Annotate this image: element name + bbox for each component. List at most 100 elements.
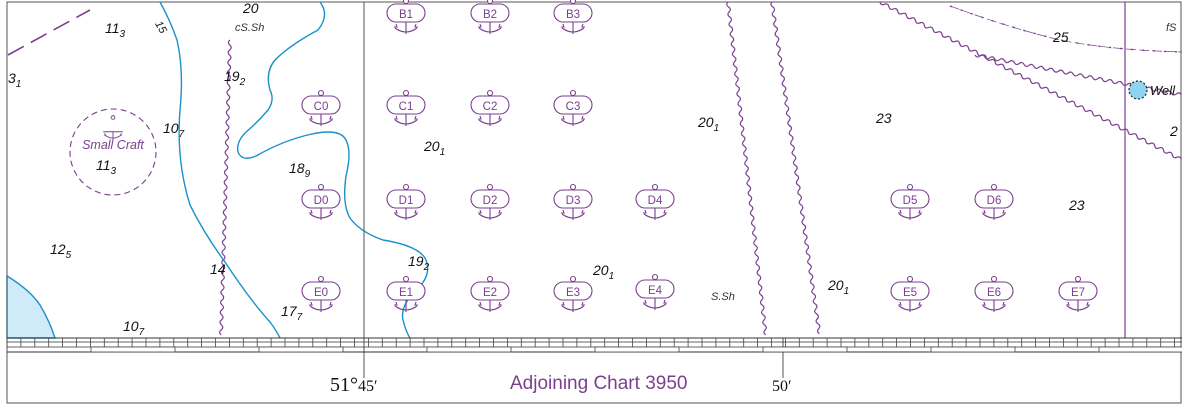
berth-label: D1 — [399, 195, 414, 207]
anchor-berth-d3: D3 — [553, 183, 593, 220]
anchor-ring — [317, 89, 325, 97]
anchor-ring — [317, 275, 325, 283]
anchor-ring — [569, 183, 577, 191]
berth-label: E7 — [1071, 287, 1085, 299]
anchor-icon — [394, 300, 418, 312]
dashed-limit-line — [7, 9, 91, 56]
berth-label: C2 — [483, 101, 498, 113]
anchor-icon — [561, 208, 585, 220]
sounding-15: 192 — [408, 253, 430, 273]
anchor-icon — [394, 22, 418, 34]
berth-label: D4 — [648, 195, 663, 207]
graduation-bar — [426, 346, 512, 353]
anchor-icon — [478, 300, 502, 312]
sounding-9: 23 — [875, 110, 892, 126]
depth-contour-15 — [159, 1, 281, 339]
anchor-berth-d0: D0 — [301, 183, 341, 220]
sounding-14: 14 — [210, 261, 226, 277]
sounding-3: 107 — [163, 120, 185, 140]
anchor-icon — [982, 208, 1006, 220]
sounding-16: 201 — [592, 262, 614, 282]
anchor-icon — [478, 208, 502, 220]
contour-label-15: 15 — [152, 19, 169, 36]
berth-label: E6 — [987, 287, 1001, 299]
sounding-4: 113 — [96, 157, 117, 177]
anchor-berth-b2: B2 — [470, 0, 510, 34]
longitude-label-50: 50′ — [772, 378, 792, 395]
berth-label: E4 — [648, 285, 663, 297]
anchor-ring — [486, 183, 494, 191]
anchor-berth-d6: D6 — [974, 183, 1014, 220]
berth-label: B3 — [566, 9, 580, 21]
anchor-icon — [309, 300, 333, 312]
graduation-bar — [762, 346, 848, 353]
berth-label: E3 — [566, 287, 580, 299]
anchor-icon — [561, 300, 585, 312]
anchor-ring — [402, 183, 410, 191]
sounding-13: 125 — [50, 241, 72, 261]
well-label: Well — [1150, 83, 1176, 98]
anchor-ring — [990, 183, 998, 191]
anchor-ring — [486, 275, 494, 283]
anchor-ring — [569, 89, 577, 97]
anchor-berth-d4: D4 — [635, 183, 675, 220]
anchor-icon — [309, 208, 333, 220]
bottom-label-fs: fS — [1166, 22, 1177, 34]
well-symbol: Well — [1128, 80, 1176, 100]
dotted-contour-25-line — [949, 5, 1182, 53]
anchor-ring — [651, 273, 659, 281]
small-craft-anchorage: Small Craft — [69, 108, 157, 196]
anchor-berth-d1: D1 — [386, 183, 426, 220]
sounding-17: 201 — [827, 277, 849, 297]
anchor-ring — [402, 89, 410, 97]
anchor-icon — [394, 208, 418, 220]
wavy-line-1 — [219, 39, 232, 336]
bottom-label-cs-sh: cS.Sh — [235, 22, 264, 34]
anchor-ring — [906, 275, 914, 283]
berth-label: D6 — [987, 195, 1002, 207]
bottom-label-s-sh: S.Sh — [711, 291, 735, 303]
berth-label: B2 — [483, 9, 497, 21]
anchor-berth-e7: E7 — [1058, 275, 1098, 312]
sounding-2: 31 — [8, 70, 21, 90]
graduation-bar — [258, 346, 344, 353]
berth-label: E1 — [399, 287, 413, 299]
border-graduation — [6, 337, 1182, 353]
anchor-icon — [478, 114, 502, 126]
berth-label: B1 — [399, 9, 413, 21]
wavy-line-3 — [770, 1, 821, 335]
anchor-ring — [990, 275, 998, 283]
anchor-berth-e2: E2 — [470, 275, 510, 312]
longitude-label-45: 51°45′ — [330, 374, 378, 396]
anchor-ring — [402, 0, 410, 5]
anchor-berth-b3: B3 — [553, 0, 593, 34]
anchor-icon — [561, 114, 585, 126]
anchor-berth-e6: E6 — [974, 275, 1014, 312]
anchor-icon — [898, 300, 922, 312]
anchor-berth-d5: D5 — [890, 183, 930, 220]
berth-label: C0 — [314, 101, 329, 113]
anchor-ring — [486, 89, 494, 97]
anchor-icon — [898, 208, 922, 220]
anchor-icon — [478, 22, 502, 34]
anchor-ring — [906, 183, 914, 191]
sounding-5: 192 — [224, 68, 246, 88]
berth-label: E5 — [903, 287, 917, 299]
anchor-berth-e4: E4 — [635, 273, 675, 310]
soundings-layer: 113 31 107 113 192 189 201 201 23 2 23 25 125 14 192 20… — [8, 0, 1178, 338]
sounding-6: 189 — [289, 160, 311, 180]
berth-label: C1 — [399, 101, 414, 113]
wavy-line-2 — [726, 1, 767, 336]
adjoining-chart-label[interactable]: Adjoining Chart 3950 — [510, 373, 687, 394]
anchor-icon — [643, 208, 667, 220]
berth-label: C3 — [566, 101, 581, 113]
wavy-line-4 — [879, 1, 1182, 160]
berth-label: D0 — [314, 195, 329, 207]
anchor-icon — [394, 114, 418, 126]
sounding-8: 201 — [697, 114, 719, 134]
graduation-bar — [90, 346, 176, 353]
sounding-18: 177 — [281, 303, 303, 323]
anchor-icon — [561, 22, 585, 34]
sounding-20: 20 — [242, 0, 259, 16]
anchor-berth-d2: D2 — [470, 183, 510, 220]
